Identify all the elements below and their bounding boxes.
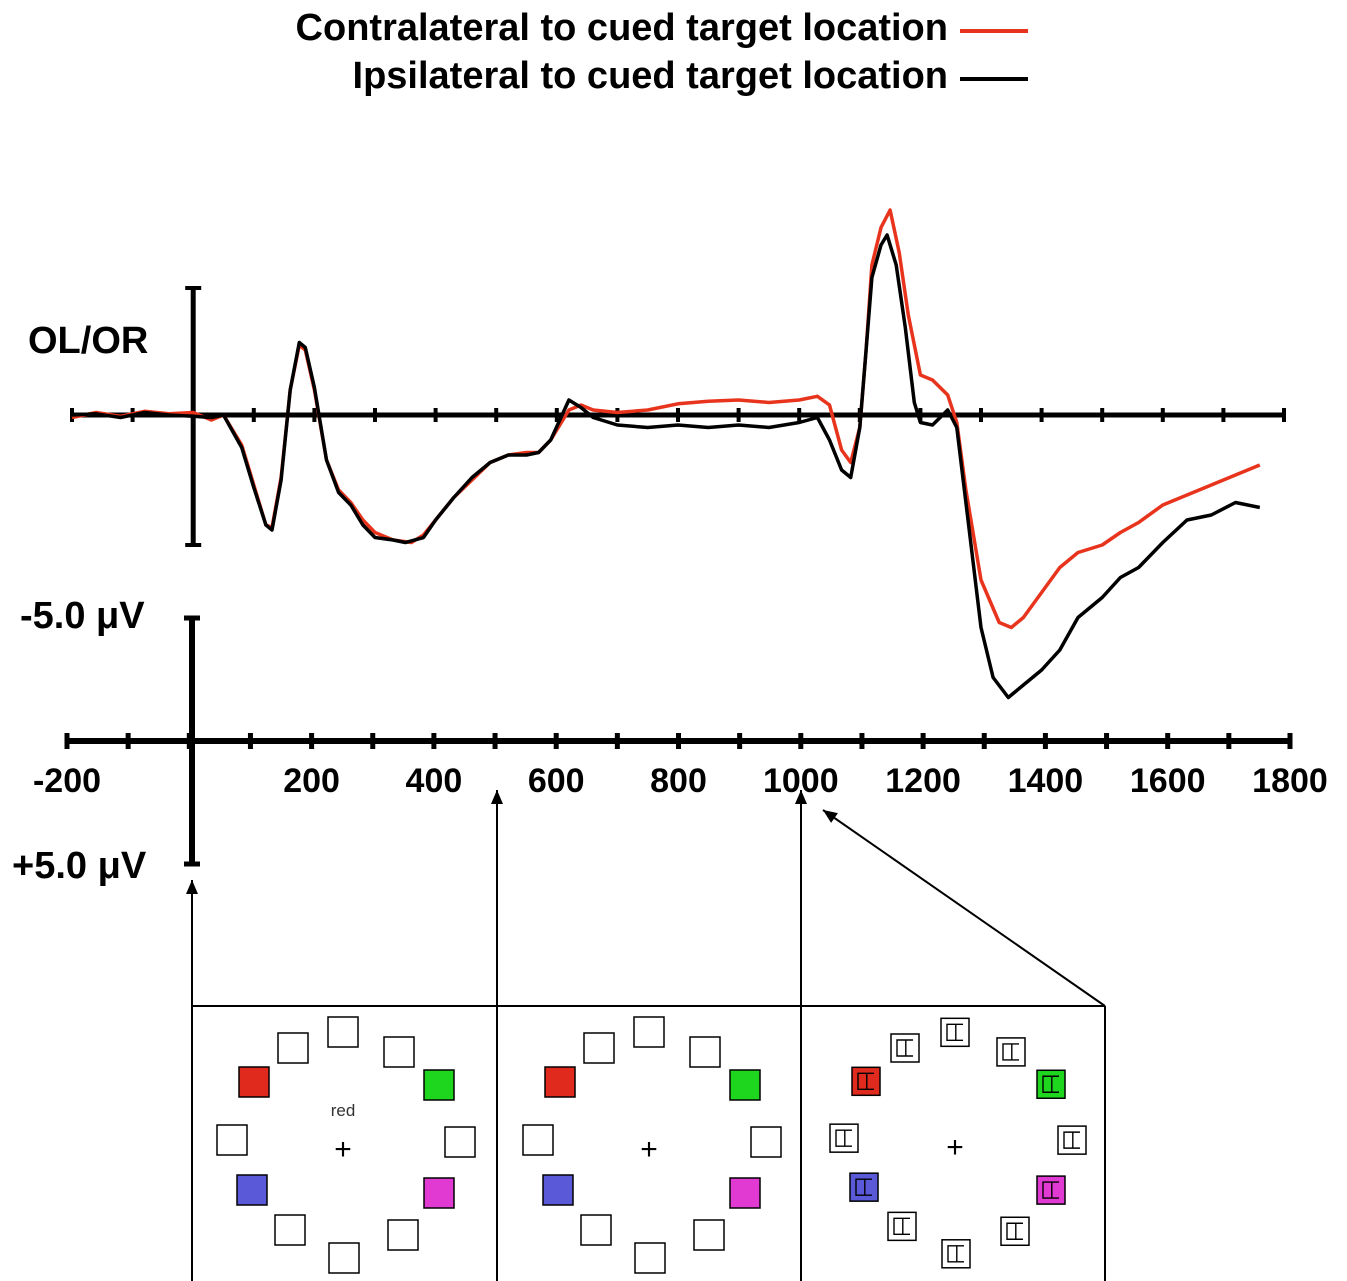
stimulus-square <box>1000 1216 1030 1247</box>
legend-contralateral-label: Contralateral to cued target location <box>296 7 948 49</box>
time-marker-arrow-head <box>491 790 503 804</box>
stimulus-square <box>729 1177 761 1209</box>
stimulus-square <box>1036 1175 1066 1205</box>
legend: Contralateral to cued target location Ip… <box>296 7 1028 97</box>
x-tick-label: 400 <box>406 762 463 800</box>
stimulus-square <box>423 1069 455 1101</box>
stimulus-square <box>328 1242 360 1274</box>
stimulus-square <box>693 1219 725 1251</box>
time-marker-arrow-head <box>795 790 807 804</box>
stimulus-square <box>542 1174 574 1206</box>
stimulus-square <box>941 1239 971 1269</box>
stimulus-square <box>887 1211 917 1242</box>
stimulus-square <box>634 1242 666 1274</box>
scale-negative-label: -5.0 μV <box>20 595 145 637</box>
stimulus-square <box>851 1066 881 1097</box>
x-tick-label: -200 <box>33 762 101 800</box>
time-marker-arrow-head <box>823 810 838 823</box>
x-tick-label: 200 <box>283 762 340 800</box>
stimulus-square <box>729 1069 761 1101</box>
stimulus-square <box>238 1066 270 1098</box>
stimulus-square <box>829 1123 859 1153</box>
fixation-cross: + <box>640 1133 658 1166</box>
stimulus-square <box>689 1036 721 1068</box>
stimulus-square <box>940 1017 970 1048</box>
series-line-contralateral <box>71 208 1261 630</box>
stimulus-square <box>423 1177 455 1209</box>
stimulus-letter <box>1006 1222 1023 1240</box>
stimulus-letter <box>835 1129 852 1147</box>
stimulus-square <box>444 1126 476 1158</box>
scale-positive-label: +5.0 μV <box>12 845 147 887</box>
erp-plot <box>70 208 1286 700</box>
stimulus-letter <box>896 1039 913 1057</box>
stimulus-square <box>277 1032 309 1064</box>
x-tick-label: 1400 <box>1008 762 1084 800</box>
stimulus-letter <box>1042 1181 1059 1199</box>
stimulus-square <box>327 1016 359 1048</box>
stimulus-square <box>633 1016 665 1048</box>
stimulus-square <box>383 1036 415 1068</box>
time-marker-arrow-head <box>186 880 198 894</box>
stimulus-square <box>996 1037 1026 1067</box>
x-tick-label: 600 <box>528 762 585 800</box>
stimulus-square <box>544 1066 576 1098</box>
stimulus-square <box>750 1126 782 1158</box>
fixation-cross: + <box>334 1133 352 1166</box>
stimulus-square <box>216 1124 248 1156</box>
series-line-ipsilateral <box>71 233 1261 700</box>
time-marker-arrow <box>822 809 1106 1007</box>
scale-axes: -200 200 400 600 800 1000 1200 1400 1600 1800 <box>33 615 1328 867</box>
stimulus-letter <box>947 1245 964 1263</box>
stimulus-letter <box>855 1178 872 1196</box>
stimulus-square <box>236 1174 268 1206</box>
stimulus-letter <box>857 1072 874 1091</box>
stimulus-square <box>1057 1125 1087 1155</box>
stimulus-square <box>583 1032 615 1064</box>
stimulus-square <box>1036 1069 1066 1100</box>
cue-word: red <box>331 1101 356 1120</box>
x-tick-label: 1800 <box>1252 762 1328 800</box>
stimulus-panels: + red + + <box>186 790 1106 1281</box>
stimulus-square <box>890 1033 920 1063</box>
stimulus-letter <box>946 1023 963 1042</box>
channel-label: OL/OR <box>28 320 148 362</box>
stimulus-square <box>387 1219 419 1251</box>
fixation-cross: + <box>946 1131 964 1164</box>
stimulus-square <box>274 1214 306 1246</box>
stimulus-square <box>522 1124 554 1156</box>
stimulus-letter <box>893 1217 910 1236</box>
stimulus-letter <box>1002 1043 1019 1061</box>
x-tick-label: 1600 <box>1130 762 1206 800</box>
stimulus-square <box>580 1214 612 1246</box>
stimulus-letter <box>1042 1075 1059 1093</box>
stimulus-letter <box>1063 1131 1080 1149</box>
stimulus-square <box>849 1172 879 1202</box>
x-tick-label: 1200 <box>885 762 961 800</box>
legend-ipsilateral-label: Ipsilateral to cued target location <box>353 55 948 97</box>
x-tick-label: 800 <box>650 762 707 800</box>
